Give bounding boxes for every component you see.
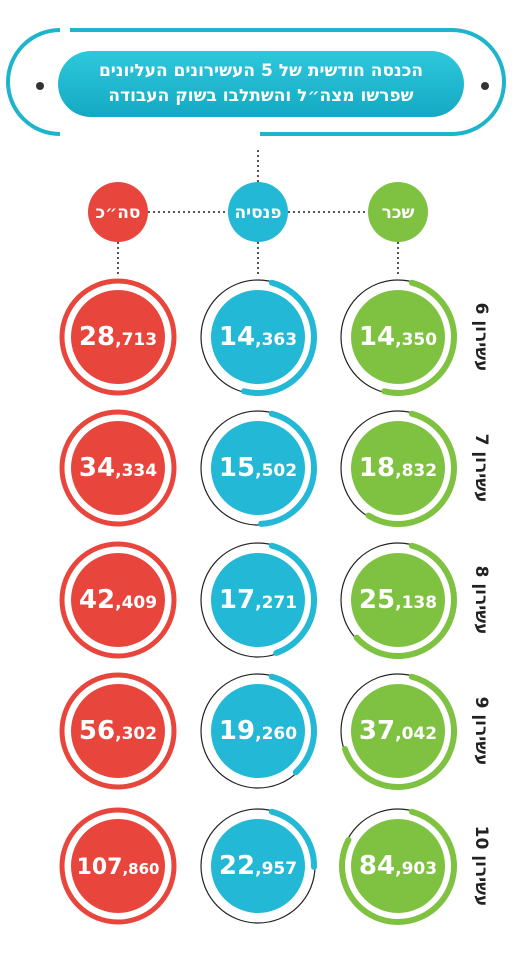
value-arc: [353, 542, 457, 659]
value-arc: [268, 808, 317, 870]
cell-pension: 17,271: [200, 542, 317, 658]
title-frame: [6, 28, 506, 136]
row-label: עשירון 6: [471, 303, 491, 372]
row-label: עשירון 7: [471, 434, 491, 503]
header-circle-pension: [228, 182, 288, 242]
value-label: 42,409: [79, 585, 157, 615]
value-label: 19,260: [219, 716, 297, 746]
value-arc: [241, 279, 318, 396]
value-label: 107,860: [77, 855, 160, 880]
value-label: 37,042: [359, 716, 437, 746]
cell-pension: 22,957: [200, 808, 317, 924]
value-ring: [59, 807, 177, 925]
value-circle: [351, 290, 445, 384]
value-ring: [59, 409, 177, 527]
value-label: 28,713: [79, 322, 157, 352]
header-label-pension: פנסיה: [234, 203, 281, 223]
value-label: 14,350: [359, 322, 437, 352]
value-ring: [59, 278, 177, 396]
title-line-2: שפרשו מצה״ל והשתלבו בשוק העבודה: [108, 86, 414, 106]
value-label: 34,334: [79, 453, 157, 483]
header-circle-salary: [368, 182, 428, 242]
cell-pension: 15,502: [200, 410, 317, 527]
row-label: עשירון 10: [471, 826, 491, 907]
value-circle: [71, 819, 165, 913]
cell-total: 56,302: [59, 672, 177, 790]
value-circle: [71, 421, 165, 515]
value-arc: [268, 542, 317, 656]
value-label: 17,271: [219, 585, 297, 615]
header-circle-total: [88, 182, 148, 242]
value-label: 84,903: [359, 851, 437, 881]
cell-salary: 18,832: [340, 410, 457, 527]
cell-pension: 14,363: [200, 279, 318, 396]
value-circle: [71, 290, 165, 384]
value-circle: [211, 684, 305, 778]
cell-total: 34,334: [59, 409, 177, 527]
value-ring: [59, 541, 177, 659]
cell-salary: 25,138: [340, 542, 457, 659]
value-arc: [381, 279, 458, 396]
row-label: עשירון 9: [471, 697, 491, 766]
header-label-salary: שכר: [382, 203, 415, 223]
value-arc: [341, 673, 457, 790]
value-circle: [71, 684, 165, 778]
row-label: עשירון 8: [471, 566, 491, 635]
cell-total: 42,409: [59, 541, 177, 659]
value-circle: [71, 553, 165, 647]
value-circle: [351, 421, 445, 515]
value-label: 56,302: [79, 716, 157, 746]
value-label: 22,957: [219, 851, 297, 881]
cell-salary: 84,903: [339, 808, 457, 925]
frame-dot-right: [481, 82, 489, 90]
value-arc: [365, 410, 457, 527]
frame-dot-left: [36, 82, 44, 90]
value-label: 18,832: [359, 453, 437, 483]
chart-title: הכנסה חודשית של 5 העשירונים העליונים שפר…: [58, 51, 464, 117]
value-arc: [268, 673, 317, 776]
value-circle: [211, 421, 305, 515]
cell-pension: 19,260: [200, 673, 317, 789]
value-circle: [351, 684, 445, 778]
header-label-total: סה״כ: [96, 203, 141, 223]
cell-salary: 14,350: [340, 279, 458, 396]
value-label: 14,363: [219, 322, 297, 352]
title-line-1: הכנסה חודשית של 5 העשירונים העליונים: [98, 61, 424, 81]
value-circle: [211, 819, 305, 913]
value-ring: [59, 672, 177, 790]
value-circle: [211, 553, 305, 647]
value-arc: [258, 410, 317, 527]
cell-total: 28,713: [59, 278, 177, 396]
value-circle: [351, 553, 445, 647]
value-label: 15,502: [219, 453, 297, 483]
value-circle: [211, 290, 305, 384]
value-arc: [339, 808, 457, 925]
cell-salary: 37,042: [340, 673, 457, 790]
value-label: 25,138: [359, 585, 437, 615]
cell-total: 107,860: [59, 807, 177, 925]
value-circle: [351, 819, 445, 913]
